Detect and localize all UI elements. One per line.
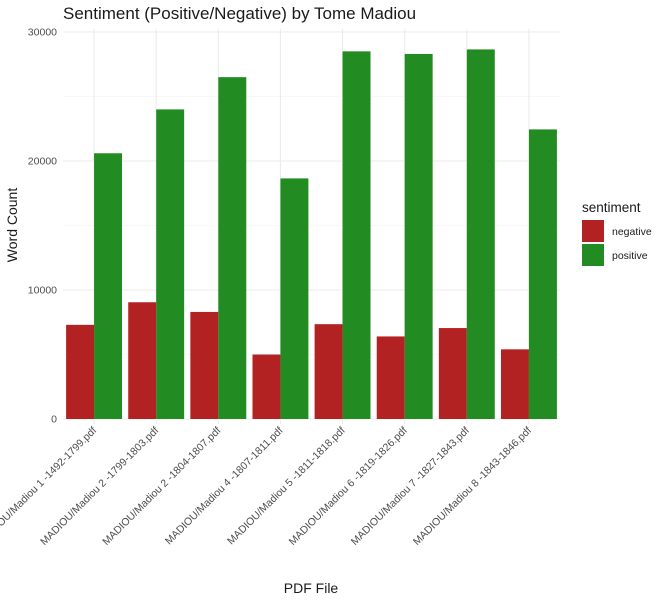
bar-negative [500, 349, 529, 419]
y-tick-label: 0 [51, 414, 57, 426]
bar-negative [376, 336, 405, 419]
legend: sentiment negative positive [582, 200, 652, 266]
bar-positive [280, 178, 309, 419]
y-tick-label: 10000 [28, 285, 57, 297]
bar-negative [66, 324, 95, 419]
bar-negative [190, 311, 219, 419]
bar-positive [466, 49, 495, 419]
legend-title: sentiment [582, 200, 641, 215]
bar-negative [252, 354, 281, 419]
bar-negative [314, 324, 343, 419]
legend-label-negative: negative [612, 226, 652, 238]
x-tick-label: MADIOU/Madiou 8 -1843-1846.pdf [411, 425, 534, 548]
y-tick-label: 30000 [28, 27, 57, 39]
bar-positive [528, 129, 557, 419]
bar-positive [404, 53, 433, 420]
y-tick-label: 20000 [28, 156, 57, 168]
x-axis-ticks: MADIOU/Madiou 1 -1492-1799.pdfMADIOU/Mad… [0, 425, 534, 548]
x-tick-label: MADIOU/Madiou 2 -1799-1803.pdf [38, 425, 161, 548]
y-axis-title: Word Count [4, 188, 20, 263]
legend-key-positive [582, 244, 604, 266]
legend-label-positive: positive [612, 250, 648, 262]
x-tick-label: MADIOU/Madiou 4 -1807-1811.pdf [163, 425, 286, 548]
bar-negative [128, 302, 157, 419]
bar-positive [218, 77, 247, 420]
y-axis-ticks: 0 10000 20000 30000 [28, 27, 57, 426]
bar-positive [342, 51, 371, 419]
x-tick-label: MADIOU/Madiou 5 -1811-1818.pdf [225, 425, 348, 548]
bar-positive [94, 153, 123, 419]
bars [66, 49, 557, 420]
bar-positive [156, 109, 185, 420]
x-tick-label: MADIOU/Madiou 7 -1827-1843.pdf [349, 425, 472, 548]
legend-key-negative [582, 220, 604, 242]
bar-negative [438, 328, 467, 419]
x-axis-title: PDF File [284, 580, 339, 596]
x-tick-label: MADIOU/Madiou 6 -1819-1826.pdf [287, 425, 410, 548]
chart-title: Sentiment (Positive/Negative) by Tome Ma… [63, 4, 416, 23]
x-tick-label: MADIOU/Madiou 2 -1804-1807.pdf [100, 425, 223, 548]
